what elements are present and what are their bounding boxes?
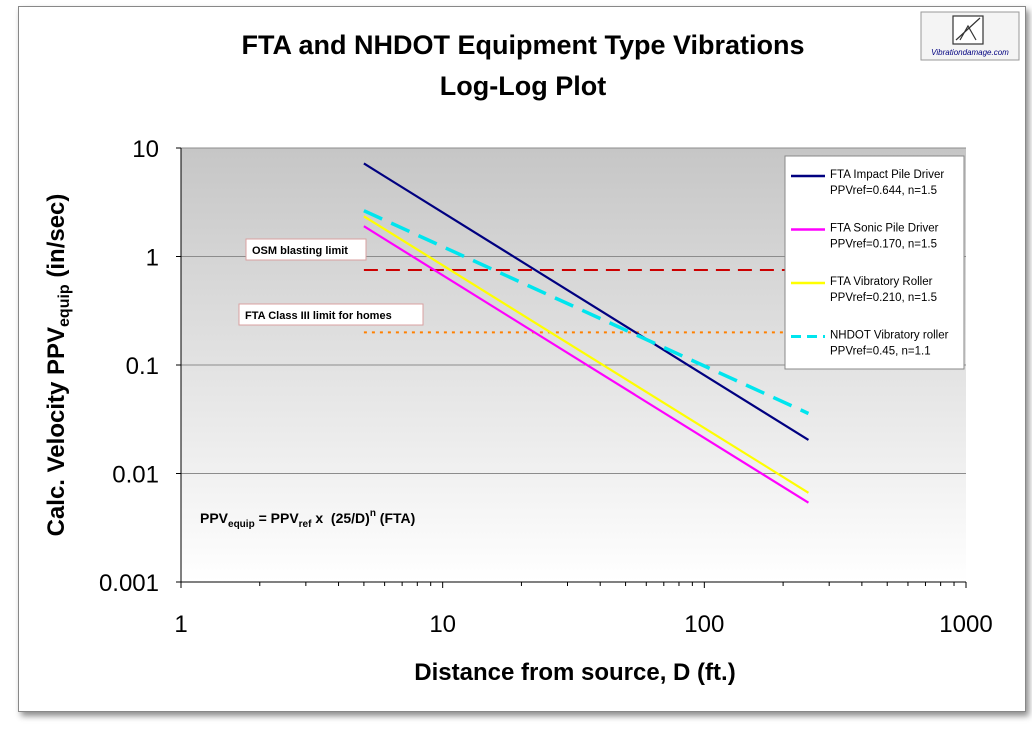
limit-lines [363,269,809,334]
y-axis-label-sub: equip [56,284,73,327]
legend-item: FTA Vibratory Roller PPVref=0.210, n=1.5 [791,276,937,304]
formula-tail: (FTA) [376,510,415,526]
legend-label: FTA Vibratory Roller [830,276,933,288]
y-tick-label: 0.01 [112,462,159,489]
axes [176,147,967,588]
legend-params: PPVref=0.644, n=1.5 [830,185,937,197]
x-tick-labels: 1 10 100 1000 [174,611,992,638]
legend-label: FTA Impact Pile Driver [830,169,944,181]
formula-eq-ppv: = PPV [255,510,300,526]
fta-class3-annotation-label: FTA Class III limit for homes [245,310,392,322]
formula-exp: n [370,508,376,519]
legend-item: FTA Sonic Pile Driver PPVref=0.170, n=1.5 [791,223,939,251]
x-tick-label: 100 [684,611,724,638]
legend-label: NHDOT Vibratory roller [830,330,949,342]
y-tick-label: 1 [146,245,159,272]
legend-params: PPVref=0.45, n=1.1 [830,346,931,358]
legend-params: PPVref=0.170, n=1.5 [830,239,937,251]
chart-title-line2: Log-Log Plot [440,71,606,101]
y-axis-label-suffix: (in/sec) [43,194,70,285]
y-tick-label: 10 [132,136,159,163]
series-line [363,215,810,494]
logo: Vibrationdamage.com [920,11,1020,61]
x-axis-label: Distance from source, D (ft.) [414,659,735,686]
legend: FTA Impact Pile Driver PPVref=0.644, n=1.… [784,155,965,370]
legend-label: FTA Sonic Pile Driver [830,223,939,235]
formula-ppv: PPV [200,510,229,526]
series-line [363,225,810,504]
osm-annotation-label: OSM blasting limit [252,245,348,257]
formula-times: x (25/D) [311,510,369,526]
x-tick-label: 1000 [939,611,992,638]
formula-equip-sub: equip [228,519,255,530]
fta-class3-annotation: FTA Class III limit for homes [238,303,424,326]
y-axis-label: Calc. Velocity PPVequip (in/sec) [43,194,73,537]
legend-item: FTA Impact Pile Driver PPVref=0.644, n=1.… [791,169,944,197]
x-tick-label: 1 [174,611,187,638]
formula: PPVequip = PPVref x (25/D)n (FTA) [200,508,415,530]
x-tick-label: 10 [429,611,456,638]
y-tick-label: 0.1 [126,353,159,380]
osm-annotation: OSM blasting limit [245,238,367,261]
y-tick-label: 0.001 [99,570,159,597]
logo-caption: Vibrationdamage.com [931,48,1009,57]
y-tick-labels: 10 1 0.1 0.01 0.001 [99,136,159,597]
series-lines [363,162,810,504]
series-line [363,209,810,416]
formula-ref-sub: ref [299,519,312,530]
legend-item: NHDOT Vibratory roller PPVref=0.45, n=1.1 [791,330,949,358]
series-line [363,162,810,441]
legend-params: PPVref=0.210, n=1.5 [830,292,937,304]
y-axis-label-prefix: Calc. Velocity PPV [43,327,70,536]
chart-title-line1: FTA and NHDOT Equipment Type Vibrations [241,30,804,60]
